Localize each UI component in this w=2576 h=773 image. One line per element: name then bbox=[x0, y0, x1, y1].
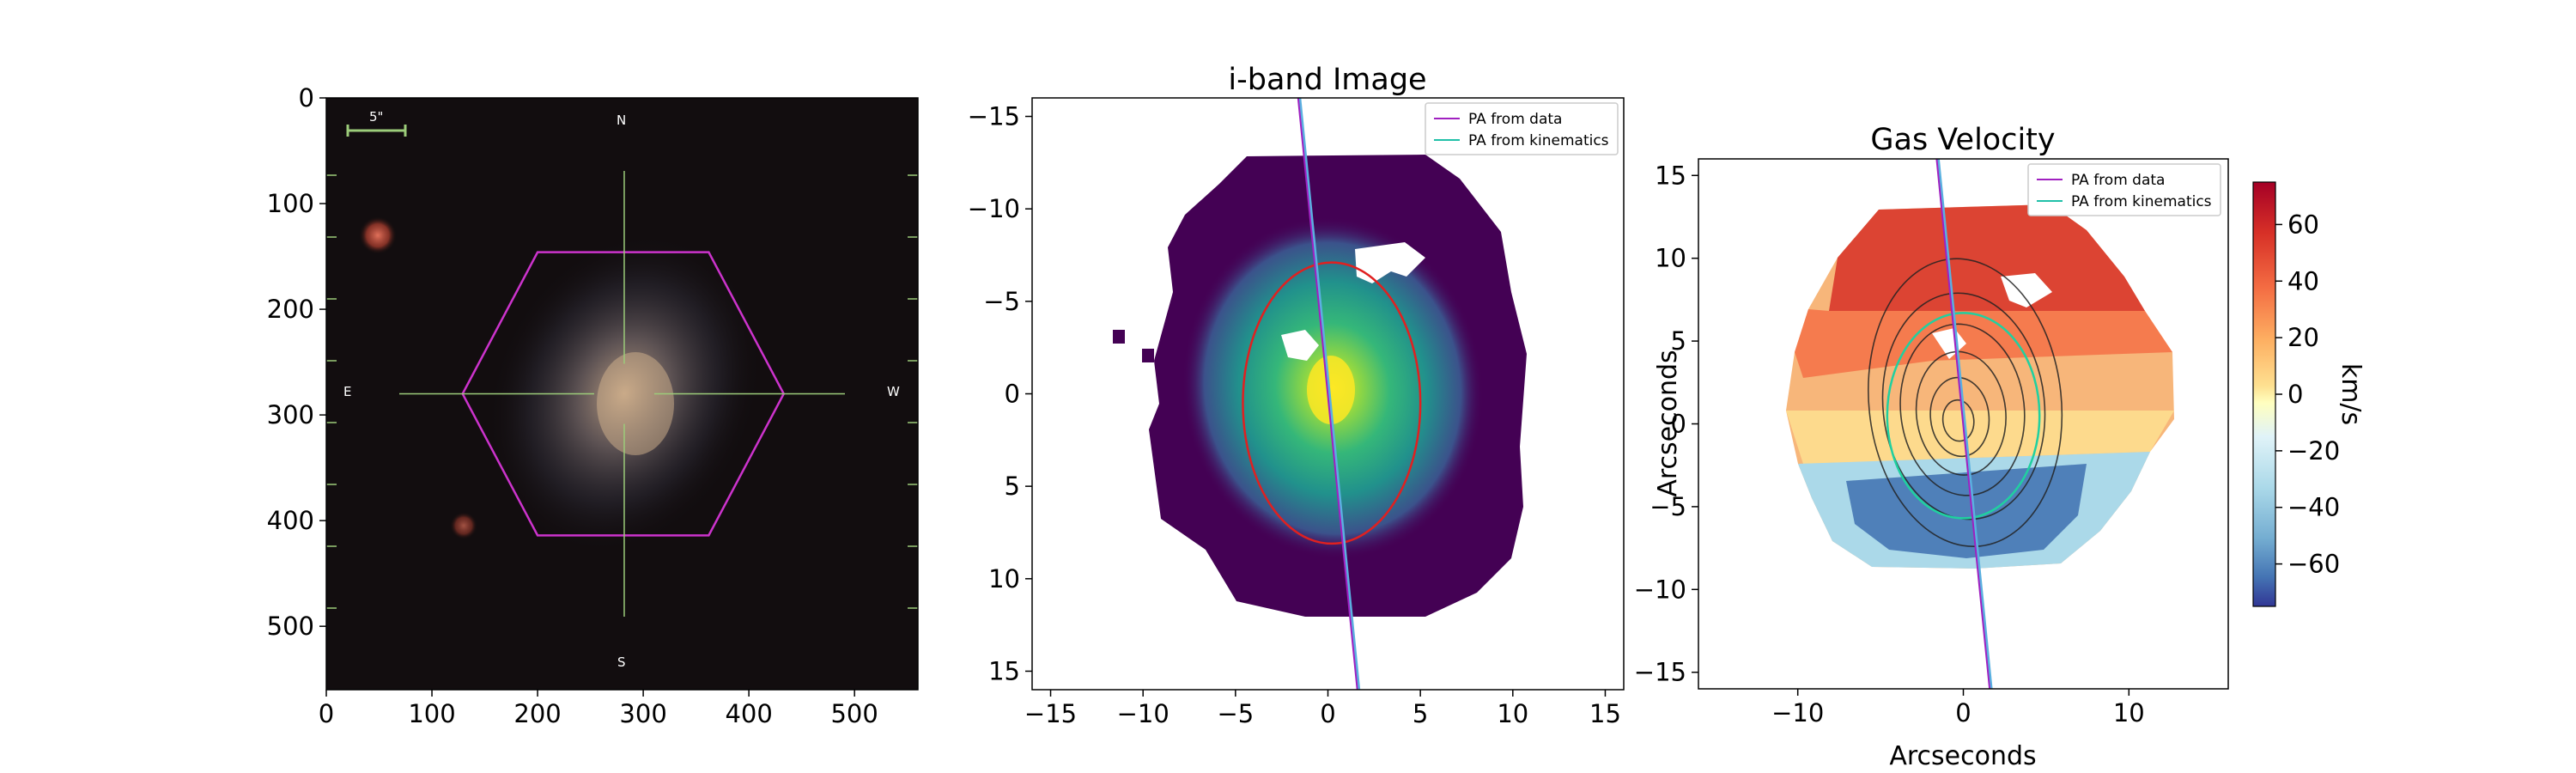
y-tick-label: −10 bbox=[968, 194, 1020, 223]
panel-i-band: i-band Image −15 −10 −5 0 5 10 15−15−10−505101… bbox=[968, 63, 1625, 728]
y-tick-label: −5 bbox=[1649, 492, 1686, 521]
flux-contour bbox=[1941, 399, 1975, 442]
stray-pixel bbox=[1142, 349, 1154, 362]
velocity-ellipse bbox=[1886, 312, 2041, 520]
x-tick-label: −5 bbox=[1217, 699, 1254, 728]
sdss-axes-frame bbox=[325, 97, 919, 691]
legend-label-kinematics: PA from kinematics bbox=[2071, 193, 2212, 210]
flux-contour bbox=[1929, 376, 1990, 458]
pa-line-data bbox=[1935, 159, 1991, 689]
x-tick-label: −10 bbox=[1117, 699, 1170, 728]
redshifted-region bbox=[1829, 204, 2145, 311]
fit-ellipse bbox=[1886, 312, 2041, 520]
scale-bar-label: 5" bbox=[369, 109, 383, 125]
x-tick-label: 400 bbox=[725, 699, 772, 728]
i-band-peak bbox=[1307, 356, 1355, 424]
y-tick-label: 200 bbox=[267, 295, 314, 324]
colorbar-tick-label: −20 bbox=[2287, 436, 2340, 466]
pa-line-data bbox=[1297, 98, 1359, 690]
pa-line-kinematics bbox=[1937, 159, 1993, 689]
y-tick-label: 0 bbox=[1671, 410, 1686, 439]
velocity-pa-lines bbox=[1935, 159, 1993, 689]
receding-region bbox=[1795, 309, 2172, 378]
x-tick-label: 5 bbox=[1413, 699, 1428, 728]
compass-west: W bbox=[887, 384, 900, 399]
y-tick-label: 0 bbox=[1005, 380, 1020, 409]
colorbar-tick-label: −40 bbox=[2287, 493, 2340, 522]
x-tick-label: 500 bbox=[830, 699, 878, 728]
i-band-legend: PA from data PA from kinematics bbox=[1425, 102, 1619, 155]
legend-label-data: PA from data bbox=[1468, 111, 1562, 128]
y-axis-label: Arcseconds bbox=[1653, 350, 1683, 496]
x-tick-label: 0 bbox=[319, 699, 334, 728]
x-tick-label: −15 bbox=[1024, 699, 1077, 728]
x-axis-label: Arcseconds bbox=[1889, 741, 2036, 771]
galaxy-core bbox=[597, 352, 674, 455]
fit-ellipse bbox=[1242, 261, 1422, 545]
x-tick-label: 10 bbox=[1497, 699, 1528, 728]
x-tick-label: 300 bbox=[619, 699, 666, 728]
colorbar-tick-label: 20 bbox=[2287, 323, 2319, 352]
x-tick-label: 10 bbox=[2113, 698, 2145, 727]
blueshifted-region bbox=[1846, 464, 2087, 558]
colorbar: 60 40 20 0 −20 −40 −60 km/s bbox=[2252, 181, 2366, 607]
foreground-star bbox=[359, 216, 397, 254]
y-tick-label: 500 bbox=[267, 612, 314, 641]
colorbar-tick-label: 60 bbox=[2287, 210, 2319, 239]
masked-region bbox=[1281, 330, 1319, 361]
x-tick-label: 0 bbox=[1955, 698, 1971, 727]
colorbar-gradient bbox=[2252, 181, 2276, 607]
colorbar-tick-label: −60 bbox=[2287, 550, 2340, 579]
i-band-ellipse bbox=[1242, 261, 1422, 545]
legend-box bbox=[2027, 163, 2221, 216]
x-tick-label: 15 bbox=[1589, 699, 1621, 728]
panel-gas-velocity: Gas Velocity −10 0 10 15 10 5 0 −5 −10 −15 Arcsec… bbox=[1634, 123, 2366, 771]
x-tick-label: 200 bbox=[513, 699, 561, 728]
y-tick-label: −15 bbox=[1634, 658, 1686, 687]
y-tick-label: 15 bbox=[1655, 161, 1686, 190]
flux-contour bbox=[1868, 258, 2063, 547]
y-tick-label: −5 bbox=[983, 287, 1020, 316]
velocity-legend: PA from data PA from kinematics bbox=[2027, 163, 2221, 216]
faint-star bbox=[450, 512, 477, 539]
masked-region bbox=[2001, 273, 2052, 307]
colorbar-ticks: 60 40 20 0 −20 −40 −60 bbox=[2275, 210, 2340, 579]
systemic-region bbox=[1786, 411, 2174, 464]
y-tick-label: 300 bbox=[267, 400, 314, 429]
gas-velocity-title: Gas Velocity bbox=[1870, 123, 2055, 157]
compass-south: S bbox=[617, 654, 626, 670]
sdss-ticks: 0 100 200 300 400 500 0 100 200 300 400 500 bbox=[267, 83, 878, 728]
y-tick-label: 0 bbox=[299, 83, 314, 113]
x-tick-label: −10 bbox=[1771, 698, 1824, 727]
crosshair bbox=[326, 171, 918, 617]
i-band-pa-lines bbox=[1297, 98, 1361, 690]
y-tick-label: 10 bbox=[988, 564, 1020, 593]
y-tick-label: 5 bbox=[1005, 472, 1020, 501]
panel-sdss-image: 5" N S E W 0 100 200 300 400 500 0 100 200 300 400… bbox=[267, 83, 919, 728]
colorbar-label: km/s bbox=[2336, 363, 2366, 425]
colorbar-tick-label: 0 bbox=[2287, 380, 2303, 409]
colorbar-tick-label: 40 bbox=[2287, 266, 2319, 295]
velocity-ticks: −10 0 10 15 10 5 0 −5 −10 −15 bbox=[1634, 161, 2145, 727]
compass-north: N bbox=[617, 113, 626, 128]
y-tick-label: 10 bbox=[1655, 244, 1686, 273]
x-tick-label: 100 bbox=[408, 699, 455, 728]
y-tick-label: 5 bbox=[1671, 326, 1686, 356]
y-tick-label: 15 bbox=[988, 656, 1020, 685]
compass-east: E bbox=[343, 384, 351, 399]
i-band-title: i-band Image bbox=[1228, 63, 1426, 97]
x-tick-label: 0 bbox=[1320, 699, 1335, 728]
legend-box bbox=[1425, 102, 1619, 155]
pa-line-kinematics bbox=[1298, 98, 1361, 690]
y-tick-label: 100 bbox=[267, 189, 314, 218]
y-tick-label: 400 bbox=[267, 506, 314, 535]
y-tick-label: −10 bbox=[1634, 575, 1686, 604]
masked-region bbox=[1355, 242, 1425, 283]
legend-label-kinematics: PA from kinematics bbox=[1468, 132, 1609, 149]
legend-label-data: PA from data bbox=[2071, 172, 2165, 189]
stray-pixel bbox=[1113, 330, 1125, 344]
y-tick-label: −15 bbox=[968, 102, 1020, 131]
